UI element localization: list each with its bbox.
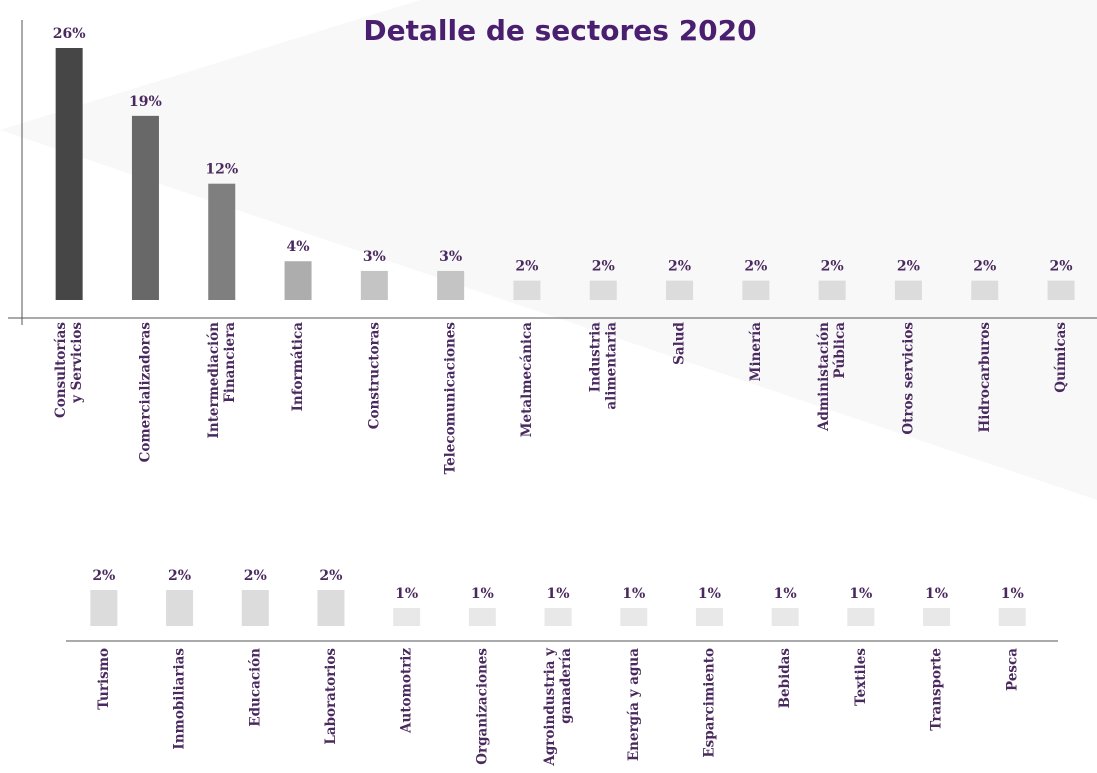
bar [847,608,875,626]
bar [998,608,1026,626]
x-tick-label: Otros servicios [900,322,916,435]
bar [818,280,846,300]
x-tick-label: Pesca [1004,648,1020,691]
bar [894,280,922,300]
bar [620,608,648,626]
bar [131,115,159,300]
data-label: 4% [287,239,310,255]
bar [55,48,83,300]
bar [544,608,572,626]
data-label: 2% [744,259,767,275]
data-label: 1% [698,586,721,602]
x-tick-label: Químicas [1053,322,1069,393]
bar [437,270,465,300]
data-label: 2% [1050,259,1073,275]
bar [923,608,951,626]
data-label: 2% [897,259,920,275]
data-label: 2% [515,259,538,275]
bar [317,590,345,626]
x-tick-label: Esparcimiento [701,648,717,758]
data-label: 1% [547,586,570,602]
x-tick-label: Metalmecánica [518,322,534,438]
bar [666,280,694,300]
bar [742,280,770,300]
x-tick-label: Agroindustria yganadería [542,647,574,767]
bar [208,183,236,300]
data-label: 1% [395,586,418,602]
bar [971,280,999,300]
bar [468,608,496,626]
bar [393,608,421,626]
data-label: 2% [973,259,996,275]
data-label: 3% [363,249,386,265]
x-tick-label: Textiles [852,648,868,706]
bar [1047,280,1075,300]
data-label: 26% [53,26,86,42]
data-label: 2% [168,568,191,584]
x-tick-label: Organizaciones [474,648,490,765]
x-tick-label: Industriaalimentaria [587,322,619,410]
data-label: 2% [592,259,615,275]
data-label: 2% [244,568,267,584]
background-shape [0,0,1097,500]
data-label: 2% [668,259,691,275]
x-tick-label: Transporte [928,648,944,731]
x-tick-label: Hidrocarburos [976,322,992,433]
bar [241,590,269,626]
data-label: 2% [319,568,342,584]
x-tick-label: Automotriz [398,648,414,734]
x-tick-label: Salud [671,321,687,364]
data-label: 1% [925,586,948,602]
data-label: 1% [849,586,872,602]
x-tick-label: AdministaciónPública [816,322,848,432]
data-label: 3% [439,249,462,265]
bar [360,270,388,300]
data-label: 2% [92,568,115,584]
x-tick-label: Laboratorios [322,648,338,745]
data-label: 1% [774,586,797,602]
data-label: 2% [821,259,844,275]
x-tick-label: Inmobiliarias [171,648,187,750]
x-tick-label: Energía y agua [625,648,641,761]
data-label: 1% [1001,586,1024,602]
bar [90,590,118,626]
bar [695,608,723,626]
data-label: 1% [622,586,645,602]
x-tick-label: Comercializadoras [137,322,153,463]
chart-title: Detalle de sectores 2020 [363,14,756,47]
x-tick-label: Constructoras [366,322,382,430]
x-tick-label: Turismo [95,648,111,710]
bar [589,280,617,300]
data-label: 1% [471,586,494,602]
bar [771,608,799,626]
data-label: 12% [205,162,238,178]
x-tick-label: IntermediaciónFinanciera [205,322,237,439]
bar [284,261,312,300]
x-tick-label: Consultoríasy Servicios [53,322,85,418]
x-tick-label: Informática [290,322,306,412]
bar [166,590,194,626]
x-tick-label: Minería [747,322,763,382]
data-label: 19% [129,94,162,110]
x-tick-label: Bebidas [777,648,793,709]
x-tick-label: Telecomunicaciones [442,322,458,475]
bar [513,280,541,300]
x-tick-label: Educación [247,648,263,727]
